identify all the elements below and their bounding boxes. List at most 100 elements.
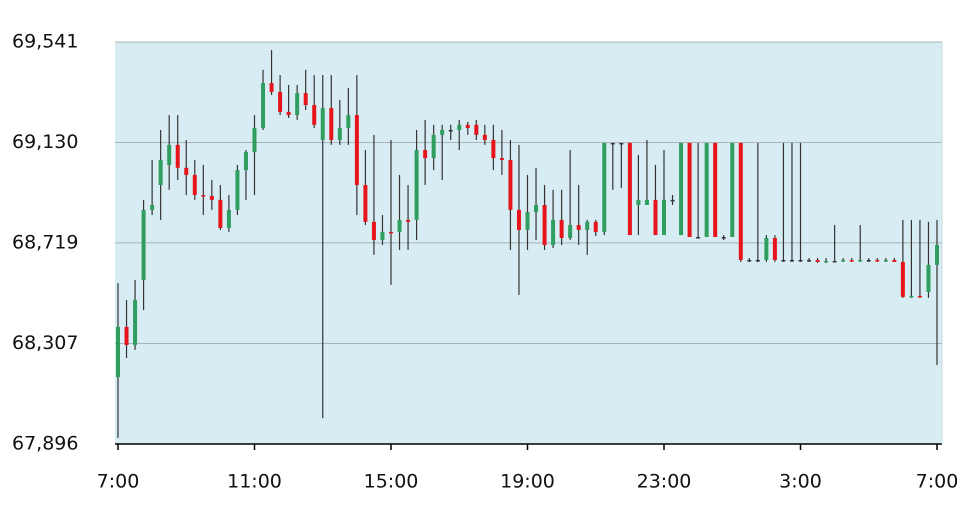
candle-body xyxy=(866,259,871,262)
candle-body xyxy=(124,326,129,346)
candle-body xyxy=(175,144,180,168)
candle-body xyxy=(431,134,436,159)
candle-body xyxy=(474,124,479,135)
candle-body xyxy=(346,115,351,129)
candle-body xyxy=(525,212,530,230)
candle-body xyxy=(312,105,317,125)
candle-body xyxy=(534,204,539,213)
candle-body xyxy=(900,261,905,297)
y-tick-label: 68,719 xyxy=(12,231,78,253)
candle-body xyxy=(389,231,393,234)
candle-body xyxy=(406,219,411,222)
candle-body xyxy=(201,194,206,197)
candle-body xyxy=(167,144,172,165)
candle-body xyxy=(824,260,829,263)
candle-body xyxy=(448,129,453,132)
candle-body xyxy=(568,225,573,238)
candle-body xyxy=(499,158,504,161)
candle-body xyxy=(116,326,120,378)
candle-body xyxy=(653,199,658,236)
candle-body xyxy=(269,83,274,92)
candle-body xyxy=(158,160,163,185)
candle-body xyxy=(286,111,291,116)
candle-body xyxy=(261,83,266,129)
candle-body xyxy=(295,93,300,116)
candle-body xyxy=(192,174,197,195)
candle-body xyxy=(209,195,214,200)
candle-body xyxy=(457,124,462,130)
candle-body xyxy=(627,142,632,236)
candle-body xyxy=(218,199,223,228)
candle-body xyxy=(721,237,726,239)
candle-body xyxy=(764,237,769,260)
candle-body xyxy=(610,142,615,145)
candle-body xyxy=(935,245,939,265)
candle-body xyxy=(730,142,735,238)
candle-body xyxy=(252,128,257,152)
candle-body xyxy=(738,142,743,260)
candle-body xyxy=(781,259,786,262)
candle-body xyxy=(789,259,794,262)
candle-body xyxy=(371,221,376,240)
candle-body xyxy=(704,142,709,238)
candle-body xyxy=(696,237,701,239)
candle-body xyxy=(841,259,846,262)
x-tick-label: 7:00 xyxy=(97,471,140,493)
candle-body xyxy=(363,184,368,222)
candle-body xyxy=(892,259,897,262)
candle-body xyxy=(278,91,283,112)
candle-body xyxy=(551,219,556,246)
candle-body xyxy=(644,199,649,205)
candle-body xyxy=(141,209,146,281)
candle-body xyxy=(243,151,248,171)
candle-body xyxy=(482,134,487,140)
candle-body xyxy=(320,107,325,140)
candle-body xyxy=(679,142,684,236)
candle-body xyxy=(755,259,760,262)
candle-body xyxy=(542,204,547,246)
y-tick-label: 69,541 xyxy=(12,31,78,53)
x-tick-label: 11:00 xyxy=(227,471,282,493)
y-tick-label: 69,130 xyxy=(12,131,78,153)
candle-body xyxy=(662,199,666,236)
candle-body xyxy=(883,259,888,262)
candle-body xyxy=(440,129,445,135)
candle-body xyxy=(858,259,863,262)
candle-body xyxy=(747,259,752,262)
x-tick-label: 3:00 xyxy=(779,471,822,493)
candle-body xyxy=(133,300,138,346)
candle-body xyxy=(619,142,624,145)
candle-body xyxy=(423,150,428,159)
candle-body xyxy=(602,142,607,232)
candle-body xyxy=(354,115,359,185)
x-tick-label: 7:00 xyxy=(916,471,959,493)
candle-body xyxy=(917,295,922,298)
candle-body xyxy=(465,124,470,129)
candle-body xyxy=(772,237,777,260)
candle-body xyxy=(687,142,692,238)
candle-body xyxy=(593,221,598,232)
candle-body xyxy=(491,139,496,159)
x-tick-label: 19:00 xyxy=(500,471,555,493)
candle-body xyxy=(516,209,521,230)
candle-body xyxy=(909,295,914,298)
candle-body xyxy=(329,107,334,140)
candle-body xyxy=(875,259,880,262)
candle-body xyxy=(576,225,581,230)
x-tick-label: 23:00 xyxy=(637,471,692,493)
candle-body xyxy=(713,142,718,238)
y-tick-label: 68,307 xyxy=(12,332,78,354)
candle-body xyxy=(380,231,385,240)
candle-body xyxy=(585,221,590,230)
candle-body xyxy=(798,259,803,262)
y-tick-label: 67,896 xyxy=(12,433,78,455)
candle-body xyxy=(303,93,308,106)
candle-body xyxy=(815,259,820,262)
candle-body xyxy=(849,259,854,262)
candle-body xyxy=(807,259,812,262)
candle-body xyxy=(636,199,641,205)
candle-body xyxy=(832,260,837,263)
candle-body xyxy=(414,150,419,220)
candle-body xyxy=(337,128,342,140)
